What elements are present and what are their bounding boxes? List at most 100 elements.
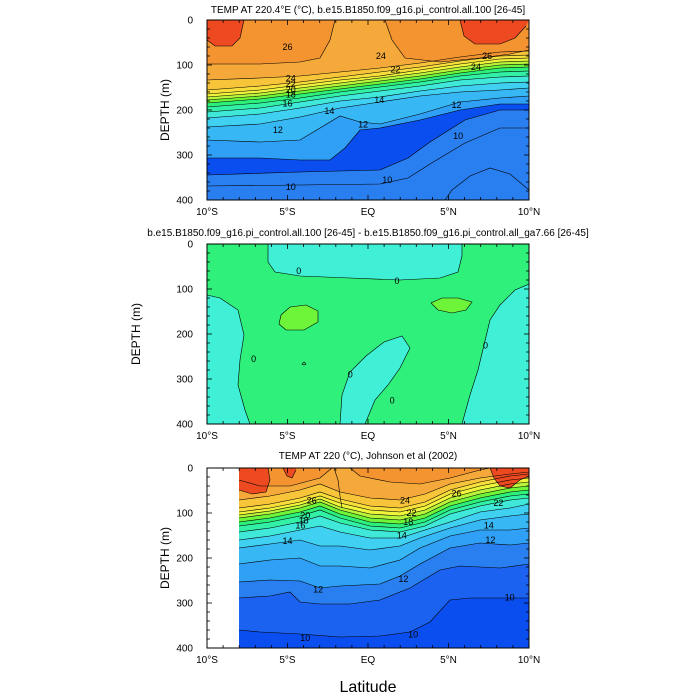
panel-2-x-tick-label: 10°N [518, 431, 540, 442]
panel-1-contour-lines [207, 20, 529, 200]
panel-2-negative-top [268, 244, 462, 280]
panel-2-y-tick-label: 300 [176, 375, 193, 386]
panel-3-contour-label: 20 [300, 511, 310, 521]
panel-2-y-tick-label: 400 [176, 420, 193, 431]
panel-2-y-tick-label: 200 [176, 330, 193, 341]
panel-3-y-label: DEPTH (m) [158, 527, 172, 589]
panel-2-x-tick-label: 5°S [279, 431, 296, 442]
panel-1-axes: 10°S 5°S EQ 5°N 10°N 0 100 200 300 400 [176, 16, 540, 219]
panel-2-contour-label: 0 [483, 340, 488, 350]
panel-2-axes: 10°S 5°S EQ 5°N 10°N 0 100 200 300 400 [176, 240, 540, 443]
panel-3-contour-label: 10 [505, 593, 515, 603]
panel-2-plot-area: 0 0 0 0 0 0 [207, 244, 529, 424]
panel-2-y-label: DEPTH (m) [129, 303, 143, 365]
panel-1-y-tick-label: 100 [176, 61, 193, 72]
panel-1-x-tick-label: 5°N [440, 207, 457, 218]
panel-3-x-tick-label: 10°S [196, 655, 218, 666]
panel-3-contour-lines [238, 468, 529, 638]
panel-3-y-tick-label: 300 [176, 599, 193, 610]
panel-3-contour-label: 16 [295, 521, 305, 531]
x-axis-label: Latitude [340, 679, 397, 696]
panel-2-negative-center [340, 336, 410, 424]
panel-2-y-tick-label: 0 [187, 240, 193, 251]
panel-1-band-12 [207, 110, 529, 200]
panel-1-contour-label: 10 [453, 131, 463, 141]
panel-2-y-tick-label: 100 [176, 285, 193, 296]
panel-2-contour-lines [207, 244, 529, 424]
panel-1-contour-label: 14 [374, 95, 384, 105]
panel-3-axes: 10°S 5°S EQ 5°N 10°N 0 100 200 300 400 [176, 464, 540, 667]
panel-1-y-tick-label: 0 [187, 16, 193, 27]
panel-2: b.e15.B1850.f09_g16.pi_control.all.100 [… [129, 228, 589, 442]
panel-3-contour-label: 12 [313, 585, 323, 595]
panel-1-x-tick-label: 10°N [518, 207, 540, 218]
panel-3-contour-label: 14 [484, 521, 494, 531]
panel-1-contour-label: 12 [273, 125, 283, 135]
panel-1-contour-label: 26 [282, 42, 292, 52]
panel-3-contour-label: 12 [398, 574, 408, 584]
panel-1-contour-label: 16 [282, 99, 292, 109]
panel-3-contour-label: 22 [493, 498, 503, 508]
panel-1-contour-label: 24 [376, 51, 386, 61]
panel-3-contour-label: 26 [307, 495, 317, 505]
panel-1-contour-label: 26 [482, 51, 492, 61]
panel-1-contour-label: 24 [471, 62, 481, 72]
panel-2-contour-label: 0 [390, 396, 395, 406]
panel-2-title: b.e15.B1850.f09_g16.pi_control.all.100 [… [147, 228, 589, 239]
panel-2-negative-left [207, 295, 250, 424]
panel-1-y-tick-label: 400 [176, 196, 193, 207]
panel-3-contour-label: 22 [406, 508, 416, 518]
panel-1-contour-label: 12 [358, 119, 368, 129]
panel-3: TEMP AT 220 (°C), Johnson et al (2002) [158, 451, 540, 666]
panel-1: TEMP AT 220.4°E (°C), b.e15.B1850.f09_g1… [158, 5, 540, 219]
panel-3-contour-label: 10 [300, 633, 310, 643]
panel-3-band-27 [239, 468, 529, 494]
panel-3-contour-label: 18 [403, 517, 413, 527]
panel-3-y-tick-label: 400 [176, 644, 193, 655]
panel-2-contour-label: 0 [394, 276, 399, 286]
panel-3-contour-label: 12 [485, 535, 495, 545]
panel-3-contour-label: 10 [408, 630, 418, 640]
panel-3-x-tick-label: EQ [361, 655, 376, 666]
panel-1-contour-label: 20 [286, 85, 296, 95]
panel-1-x-tick-label: 10°S [196, 207, 218, 218]
panel-1-x-tick-label: 5°S [279, 207, 296, 218]
panel-3-contour-label: 18 [299, 516, 309, 526]
panel-1-band-26 [207, 20, 529, 64]
panel-1-y-tick-label: 200 [176, 106, 193, 117]
panel-3-contour-label: 26 [452, 489, 462, 499]
panel-2-contour-label: 0 [348, 370, 353, 380]
panel-1-contour-label: 24 [286, 74, 296, 84]
panel-1-contour-label: 14 [324, 106, 334, 116]
panel-3-contour-label: 14 [282, 536, 292, 546]
panel-2-positive-left [279, 305, 318, 330]
panel-3-x-tick-label: 5°S [279, 655, 296, 666]
panel-2-contour-label: 0 [251, 354, 256, 364]
panel-3-contour-label: 14 [397, 531, 407, 541]
panel-3-contour-label: 24 [400, 495, 410, 505]
panel-2-positive-right [431, 298, 472, 313]
panel-1-contour-label: 10 [382, 175, 392, 185]
panel-1-y-tick-label: 300 [176, 151, 193, 162]
panel-1-contour-label: 22 [390, 65, 400, 75]
panel-2-negative-right [462, 284, 529, 424]
panel-3-y-tick-label: 200 [176, 554, 193, 565]
panel-2-x-tick-label: 10°S [196, 431, 218, 442]
panel-1-contour-label: 10 [286, 182, 296, 192]
panel-2-x-tick-label: EQ [361, 431, 376, 442]
panel-3-x-tick-label: 10°N [518, 655, 540, 666]
panel-1-x-tick-label: EQ [361, 207, 376, 218]
panel-2-x-tick-label: 5°N [440, 431, 457, 442]
panel-3-x-tick-label: 5°N [440, 655, 457, 666]
panel-2-contour-labels: 0 0 0 0 0 0 [251, 266, 488, 406]
panel-2-contour-label: 0 [296, 266, 301, 276]
panel-3-y-tick-label: 0 [187, 464, 193, 475]
panel-1-title: TEMP AT 220.4°E (°C), b.e15.B1850.f09_g1… [211, 5, 526, 16]
panel-1-y-label: DEPTH (m) [158, 79, 172, 141]
panel-1-contour-label: 12 [452, 100, 462, 110]
